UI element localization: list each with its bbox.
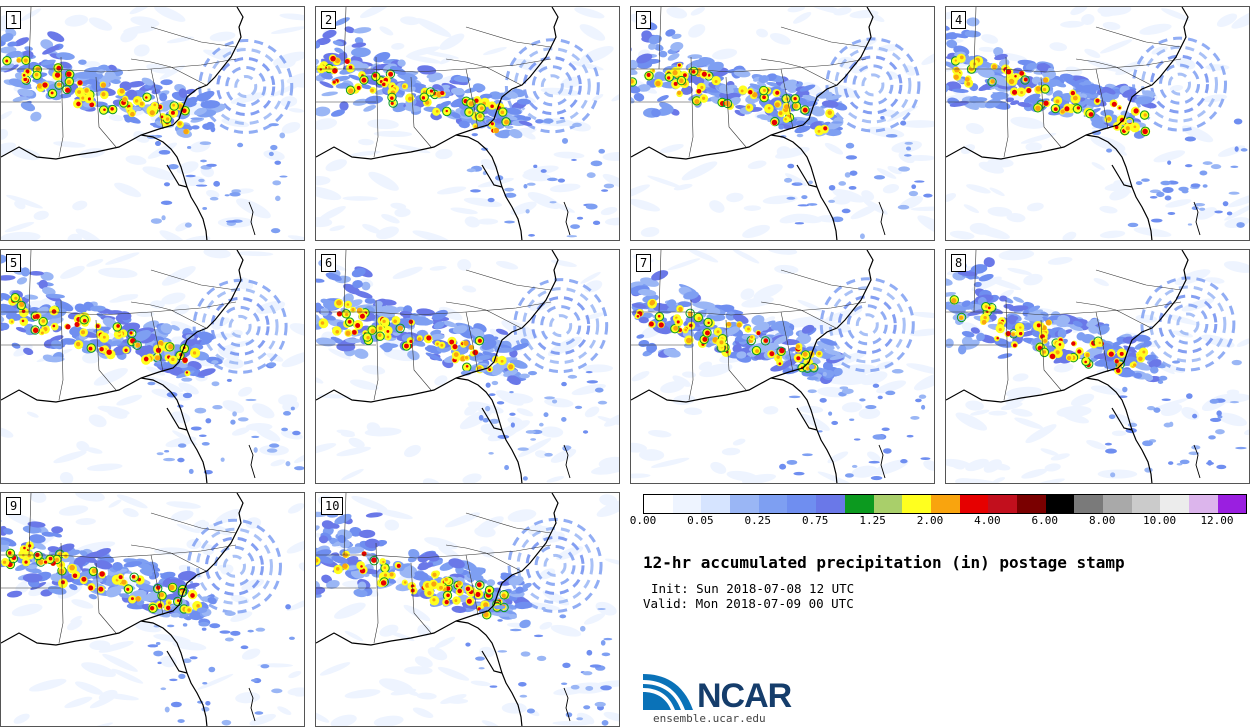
precip-map-4 (946, 7, 1249, 240)
precip-map-3 (631, 7, 934, 240)
colorbar-tick-label: 8.00 (1088, 514, 1116, 527)
colorbar-swatch (1045, 495, 1075, 513)
colorbar-swatch (758, 495, 788, 513)
ensemble-member-panel-5[interactable]: 5 (0, 249, 305, 484)
precip-map-5 (1, 250, 304, 483)
member-number-label: 9 (6, 497, 22, 515)
valid-time: Valid: Mon 2018-07-09 00 UTC (643, 596, 854, 611)
colorbar-tick-label: 12.00 (1200, 514, 1234, 527)
member-number-label: 8 (951, 254, 967, 272)
ensemble-member-panel-6[interactable]: 6 (315, 249, 620, 484)
colorbar-tick-label: 6.00 (1031, 514, 1059, 527)
colorbar-swatch (959, 495, 989, 513)
ensemble-member-panel-3[interactable]: 3 (630, 6, 935, 241)
colorbar-tick-label: 0.00 (629, 514, 657, 527)
colorbar-swatch (701, 495, 731, 513)
member-number-label: 1 (6, 11, 22, 29)
precip-map-2 (316, 7, 619, 240)
colorbar-swatch (730, 495, 759, 513)
ensemble-member-panel-1[interactable]: 1 (0, 6, 305, 241)
colorbar-swatch (1074, 495, 1103, 513)
precip-colorbar (643, 494, 1248, 514)
member-number-label: 4 (951, 11, 967, 29)
ensemble-member-panel-9[interactable]: 9 (0, 492, 305, 727)
colorbar-swatch (787, 495, 817, 513)
member-number-label: 3 (636, 11, 652, 29)
member-number-label: 2 (321, 11, 337, 29)
colorbar-swatch (844, 495, 874, 513)
colorbar-tick-label: 1.25 (859, 514, 886, 527)
member-number-label: 6 (321, 254, 337, 272)
ensemble-member-panel-2[interactable]: 2 (315, 6, 620, 241)
init-time: Init: Sun 2018-07-08 12 UTC (651, 581, 855, 596)
site-url: ensemble.ucar.edu (653, 712, 766, 725)
colorbar-swatch (873, 495, 903, 513)
precip-map-9 (1, 493, 304, 726)
colorbar-swatch (930, 495, 960, 513)
figure-title: 12-hr accumulated precipitation (in) pos… (643, 553, 1125, 572)
member-number-label: 10 (321, 497, 344, 515)
colorbar-swatch (1217, 495, 1247, 513)
precip-map-1 (1, 7, 304, 240)
member-number-label: 7 (636, 254, 652, 272)
colorbar-tick-label: 10.00 (1143, 514, 1177, 527)
colorbar-swatch (672, 495, 702, 513)
colorbar-tick-label: 0.25 (744, 514, 772, 527)
precip-map-8 (946, 250, 1249, 483)
colorbar-swatch (816, 495, 845, 513)
ensemble-member-panel-4[interactable]: 4 (945, 6, 1250, 241)
colorbar-swatch (644, 495, 673, 513)
colorbar-swatch (902, 495, 931, 513)
ncar-logo-text: NCAR (697, 677, 792, 715)
colorbar-swatch (988, 495, 1017, 513)
colorbar-tick-label: 0.75 (801, 514, 829, 527)
member-number-label: 5 (6, 254, 22, 272)
precip-map-10 (316, 493, 619, 726)
precip-map-6 (316, 250, 619, 483)
precip-map-7 (631, 250, 934, 483)
colorbar-swatch (1016, 495, 1046, 513)
ensemble-member-panel-8[interactable]: 8 (945, 249, 1250, 484)
colorbar-tick-labels: 0.00 0.05 0.25 0.75 1.25 2.00 4.00 6.00 … (630, 514, 1251, 530)
colorbar-tick-label: 4.00 (974, 514, 1001, 527)
ensemble-member-panel-10[interactable]: 10 (315, 492, 620, 727)
colorbar-swatch (1131, 495, 1161, 513)
colorbar-swatch (1160, 495, 1190, 513)
colorbar-swatch (1103, 495, 1132, 513)
ensemble-member-panel-7[interactable]: 7 (630, 249, 935, 484)
colorbar-tick-label: 0.05 (687, 514, 714, 527)
ncar-logo-icon (643, 674, 693, 710)
colorbar-tick-label: 2.00 (916, 514, 944, 527)
colorbar-swatch (1189, 495, 1218, 513)
